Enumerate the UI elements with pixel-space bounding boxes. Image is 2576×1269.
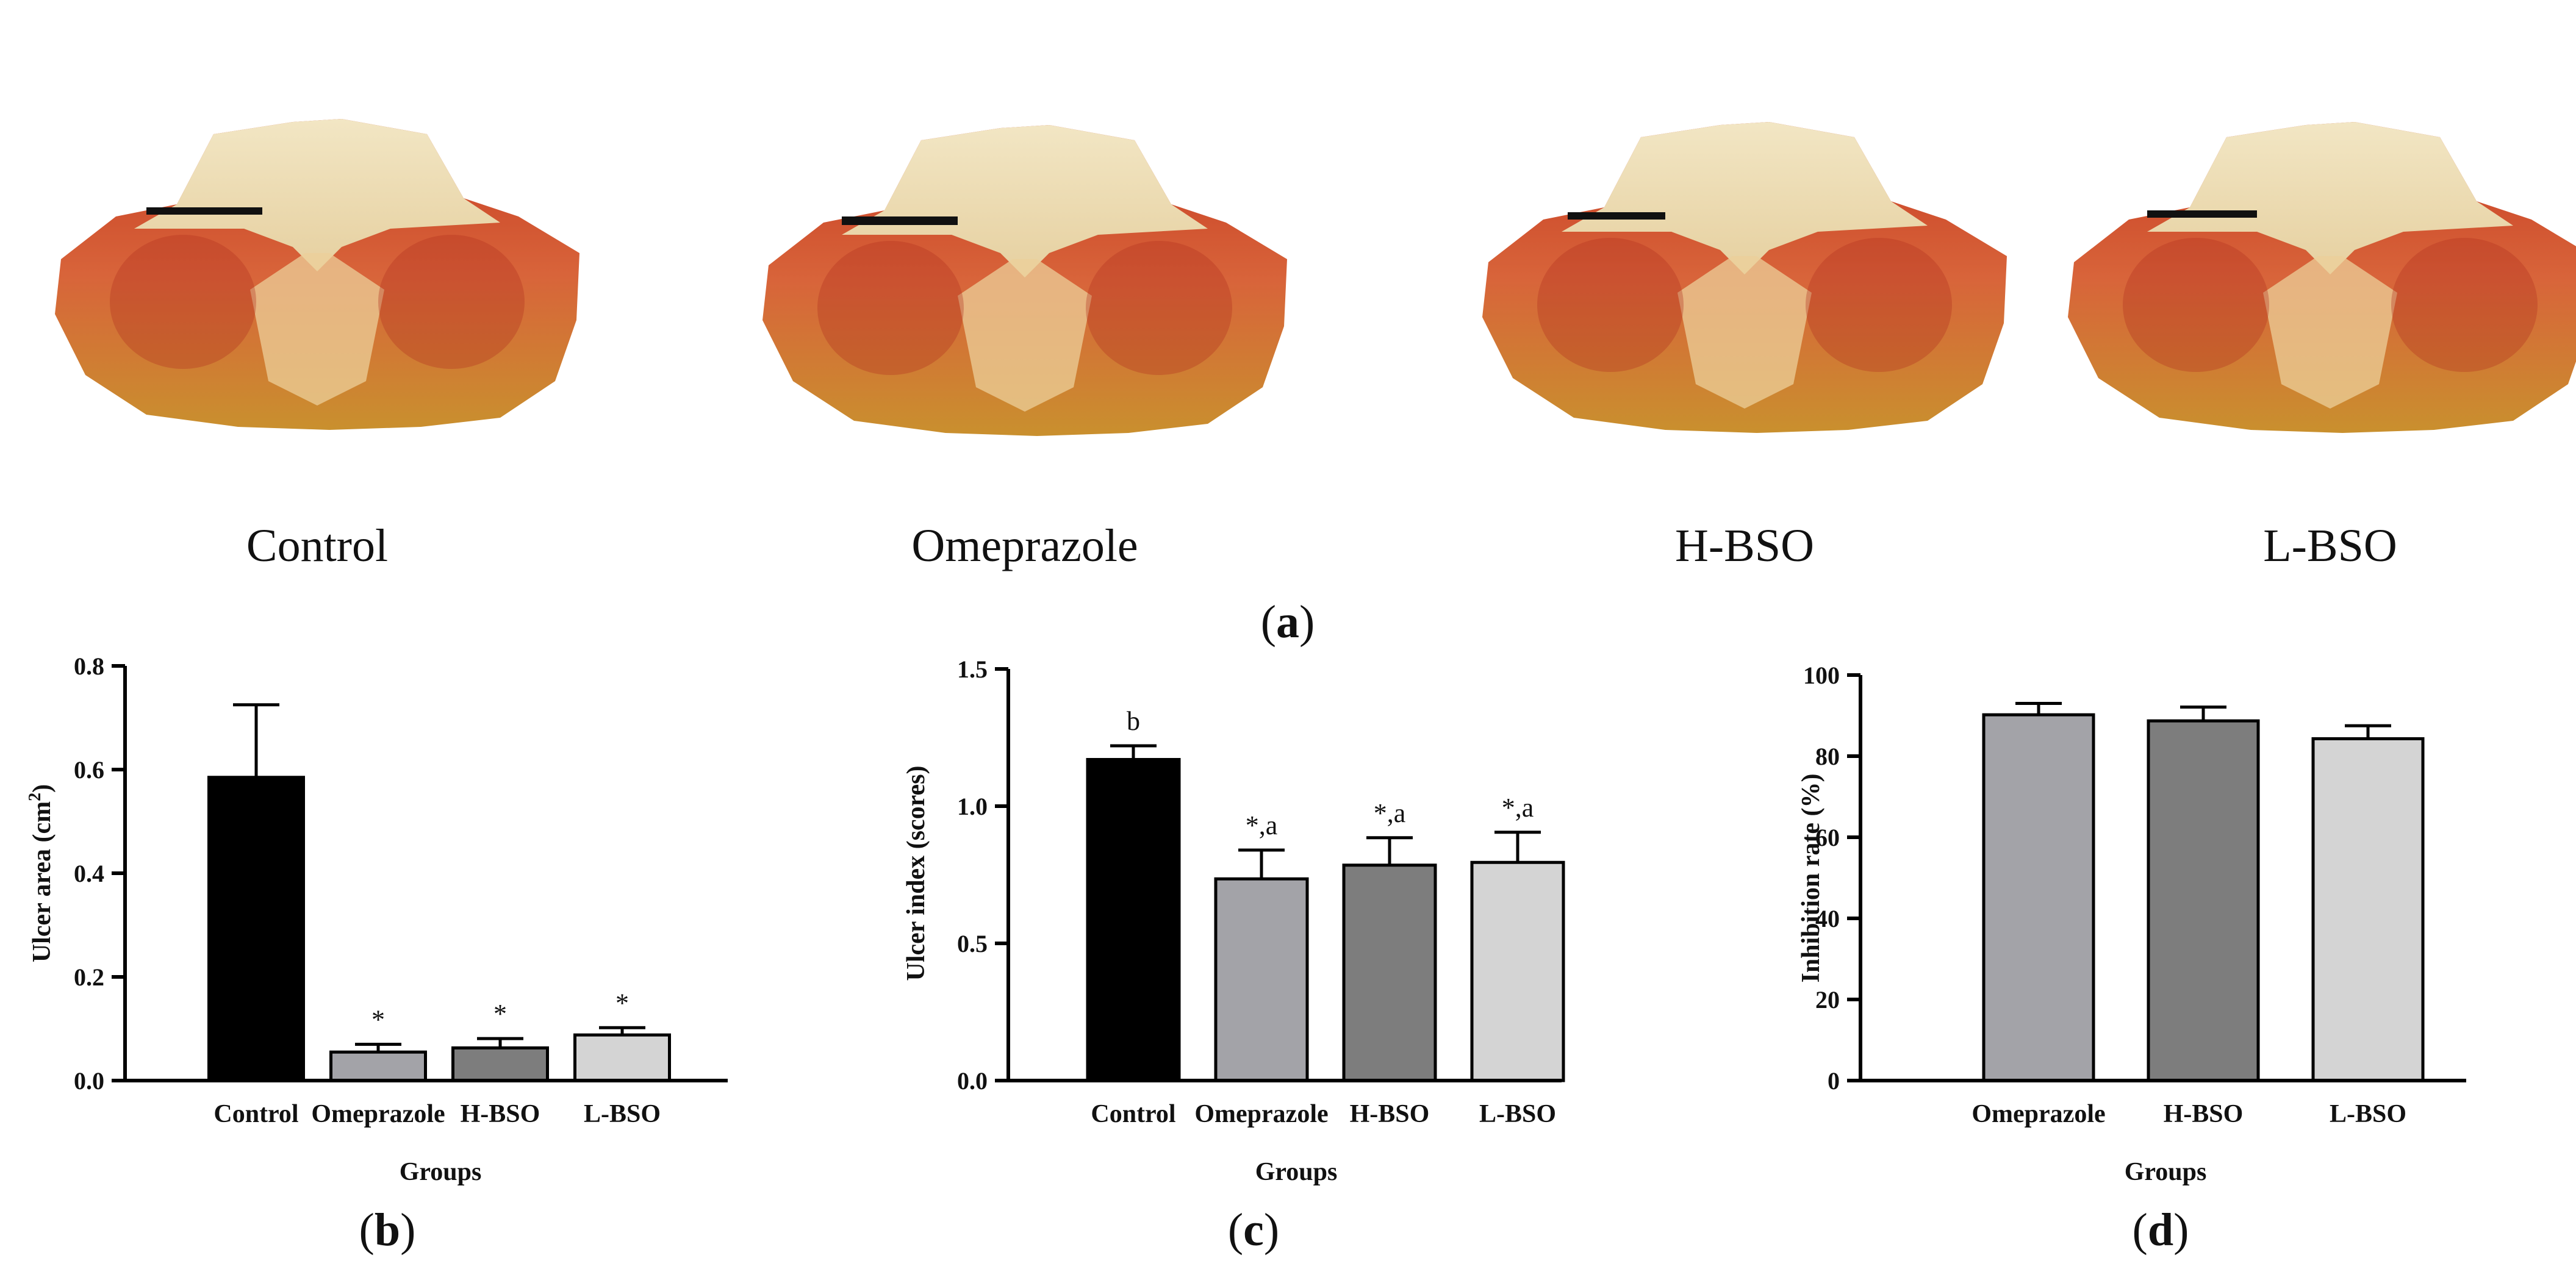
chart-b-annotation: * (493, 999, 507, 1029)
chart-c-ytick-label: 0.5 (957, 930, 988, 957)
chart-c-yticks: 0.0 0.5 1.0 1.5 (957, 656, 1008, 1095)
chart-d-ytick-label: 0 (1828, 1067, 1840, 1095)
chart-c-category-label: Omeprazole (1194, 1100, 1328, 1128)
chart-c-annotation: b (1127, 706, 1140, 736)
chart-c-bar (1086, 758, 1181, 1082)
photo-caption-h-bso: H-BSO (1675, 520, 1814, 571)
chart-b-bar (207, 776, 305, 1082)
stomach-photo-h-bso (1482, 122, 2007, 433)
chart-b-bar (451, 1046, 549, 1082)
chart-d-bars (1982, 713, 2425, 1082)
stomach-photo-control (55, 119, 579, 430)
chart-d-bar (1982, 713, 2095, 1082)
chart-b-category-label: Omeprazole (311, 1100, 445, 1128)
chart-d: 0 20 40 60 80 100 Omeprazole H-BSO L-BSO Inhibi… (1797, 662, 2466, 1256)
chart-b: * * * 0.0 0.2 0.4 0.6 0.8 Control Omeprazole H-B… (26, 652, 728, 1256)
chart-b-ytick-label: 0.0 (74, 1067, 104, 1095)
chart-b-category-label: Control (213, 1100, 298, 1128)
chart-c-bars (1086, 758, 1565, 1082)
chart-c-bar (1342, 863, 1437, 1082)
chart-b-category-label: L-BSO (584, 1100, 661, 1128)
chart-c-annotation: *,a (1374, 798, 1406, 828)
chart-b-errorbars (233, 703, 645, 1053)
chart-c-annotation: *,a (1246, 810, 1278, 840)
chart-c-bar (1470, 860, 1565, 1082)
chart-b-category-label: H-BSO (461, 1100, 540, 1128)
chart-c-annotation: *,a (1502, 793, 1534, 823)
chart-b-annotations: * * * (371, 988, 629, 1034)
chart-d-category-label: L-BSO (2330, 1100, 2406, 1128)
chart-b-ytick-label: 0.6 (74, 756, 104, 784)
photo-caption-control: Control (246, 520, 388, 571)
chart-d-ytick-label: 20 (1815, 986, 1840, 1013)
panel-d-label: (d) (2133, 1204, 2189, 1256)
panel-a-label: (a) (1261, 596, 1315, 648)
panel-b-label: (b) (359, 1204, 416, 1256)
photo-caption-omeprazole: Omeprazole (911, 520, 1138, 571)
photo-caption-l-bso: L-BSO (2263, 520, 2397, 571)
stomach-photo-omeprazole (762, 125, 1287, 436)
panel-a-photos: Control Omeprazole H-BSO L-BSO (a) (55, 119, 2576, 648)
chart-d-ytick-label: 100 (1803, 662, 1840, 689)
chart-c-category-label: H-BSO (1350, 1100, 1430, 1128)
chart-b-ytick-label: 0.2 (74, 963, 104, 991)
panel-c-label: (c) (1228, 1204, 1279, 1256)
chart-d-xlabels: Omeprazole H-BSO L-BSO (1971, 1100, 2406, 1128)
chart-d-category-label: H-BSO (2164, 1100, 2244, 1128)
chart-b-annotation: * (371, 1005, 385, 1035)
chart-d-bar (2311, 737, 2425, 1082)
chart-b-ylabel: Ulcer area (cm2) (26, 784, 56, 962)
chart-c-xlabels: Control Omeprazole H-BSO L-BSO (1091, 1100, 1556, 1128)
chart-b-bar (329, 1050, 427, 1082)
chart-d-ytick-label: 80 (1815, 743, 1840, 770)
chart-d-ylabel: Inhibition rate (%) (1797, 773, 1825, 982)
chart-d-ytick-label: 40 (1815, 905, 1840, 932)
chart-c-category-label: L-BSO (1479, 1100, 1556, 1128)
chart-c-xlabel: Groups (1255, 1158, 1338, 1186)
chart-c-ytick-label: 0.0 (957, 1067, 988, 1095)
chart-d-ytick-label: 60 (1815, 824, 1840, 851)
chart-d-yticks: 0 20 40 60 80 100 (1803, 662, 1860, 1095)
chart-b-ytick-label: 0.4 (74, 860, 104, 887)
chart-b-yticks: 0.0 0.2 0.4 0.6 0.8 (74, 652, 125, 1095)
chart-c-errorbars (1110, 744, 1541, 879)
stomach-photo-l-bso (2068, 122, 2576, 433)
chart-d-xlabel: Groups (2125, 1158, 2207, 1186)
chart-b-xlabel: Groups (400, 1158, 482, 1186)
chart-b-xlabels: Control Omeprazole H-BSO L-BSO (213, 1100, 661, 1128)
chart-c-ytick-label: 1.0 (957, 793, 988, 820)
chart-c-bar (1214, 877, 1309, 1082)
chart-c-ytick-label: 1.5 (957, 656, 988, 683)
chart-d-bar (2147, 719, 2260, 1082)
chart-c-annotations: b *,a *,a *,a (1127, 706, 1534, 840)
chart-d-category-label: Omeprazole (1971, 1100, 2105, 1128)
chart-b-annotation: * (615, 988, 629, 1018)
chart-b-bars (207, 776, 671, 1082)
chart-d-errorbars (2015, 702, 2391, 739)
chart-c-category-label: Control (1091, 1100, 1175, 1128)
chart-b-bar (573, 1033, 671, 1082)
chart-c: b *,a *,a *,a 0.0 0.5 1.0 1.5 Control Omeprazol… (902, 656, 1565, 1256)
chart-c-ylabel: Ulcer index (scores) (902, 765, 930, 981)
chart-b-ytick-label: 0.8 (74, 652, 104, 680)
